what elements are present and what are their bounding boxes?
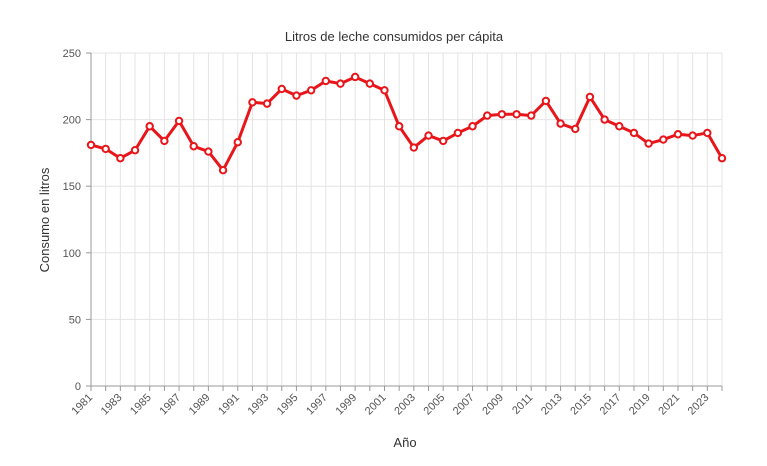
y-tick-label: 250 — [63, 48, 81, 60]
x-tick-label: 2023 — [686, 392, 712, 418]
data-point — [659, 135, 668, 144]
data-point — [600, 115, 609, 124]
x-tick-label: 1989 — [187, 392, 213, 418]
x-tick-label: 2015 — [568, 392, 594, 418]
data-point — [306, 86, 316, 95]
data-point — [262, 99, 272, 108]
y-tick-labels: 0 50 100 150 200 250 — [63, 48, 81, 393]
data-point — [556, 119, 565, 128]
y-axis-title: Consumo en litros — [37, 167, 52, 272]
data-point — [717, 154, 727, 163]
data-point — [468, 122, 477, 131]
data-point — [174, 116, 184, 126]
data-point — [336, 79, 345, 88]
x-tick-label: 1997 — [304, 392, 330, 418]
data-point — [585, 92, 595, 102]
x-tick-label: 2003 — [392, 392, 418, 418]
x-tick-label: 2019 — [627, 392, 653, 418]
data-point — [189, 142, 198, 151]
chart-title: Litros de leche consumidos per cápita — [285, 29, 504, 44]
data-point — [218, 166, 228, 175]
x-tick-label: 2017 — [598, 392, 624, 418]
x-tick-label: 1987 — [157, 392, 183, 418]
data-point — [380, 86, 389, 95]
data-point — [703, 128, 712, 138]
x-tick-label: 2007 — [451, 392, 477, 418]
data-point — [571, 124, 580, 134]
x-axis-title: Año — [393, 435, 416, 450]
data-point — [394, 122, 404, 131]
y-tick-label: 50 — [69, 314, 81, 326]
y-tick-label: 0 — [75, 381, 81, 393]
data-point — [350, 72, 360, 82]
data-point — [292, 91, 301, 100]
x-tick-label: 2013 — [539, 392, 565, 418]
y-tick-label: 200 — [63, 115, 81, 127]
data-point — [541, 96, 551, 106]
x-tick-label: 1999 — [334, 392, 360, 418]
data-point — [116, 154, 125, 163]
data-point — [673, 130, 683, 139]
data-point — [277, 84, 286, 94]
data-point — [629, 128, 639, 138]
x-tick-label: 1995 — [275, 392, 301, 418]
data-point — [438, 136, 448, 146]
y-tick-label: 100 — [63, 248, 81, 260]
x-tick-label: 1993 — [245, 392, 271, 418]
x-tick-label: 2001 — [363, 392, 389, 418]
data-point — [365, 79, 375, 88]
data-point — [688, 131, 697, 140]
data-series — [86, 72, 727, 175]
x-tick-label: 2011 — [510, 392, 535, 417]
x-tick-label: 2005 — [422, 392, 448, 418]
x-tick-label: 1985 — [128, 392, 154, 418]
data-point — [424, 131, 433, 140]
x-tick-label: 1983 — [99, 392, 125, 418]
data-point — [160, 136, 169, 146]
data-point — [644, 139, 653, 148]
x-tick-label: 1991 — [216, 392, 242, 418]
axes — [86, 52, 723, 391]
data-point — [497, 110, 507, 119]
series-line — [90, 75, 724, 172]
x-tick-label: 2009 — [480, 392, 506, 418]
data-point — [204, 147, 213, 156]
data-point — [409, 143, 419, 152]
data-point — [86, 140, 96, 150]
y-tick-label: 150 — [63, 181, 81, 193]
data-point — [233, 138, 242, 147]
x-tick-labels: 1981 1983 1985 1987 1989 1991 1993 1995 1997 1999… — [69, 392, 711, 418]
data-point — [483, 111, 492, 120]
data-point — [527, 111, 536, 120]
x-tick-label: 2021 — [656, 392, 682, 418]
data-point — [130, 146, 140, 155]
data-point — [453, 128, 463, 138]
data-point — [321, 76, 330, 86]
grid-lines — [91, 52, 723, 386]
data-point — [101, 144, 110, 154]
data-point — [248, 98, 257, 107]
x-tick-label: 1981 — [69, 392, 95, 418]
data-point — [512, 110, 521, 119]
data-point — [145, 122, 154, 131]
data-point — [615, 122, 624, 131]
